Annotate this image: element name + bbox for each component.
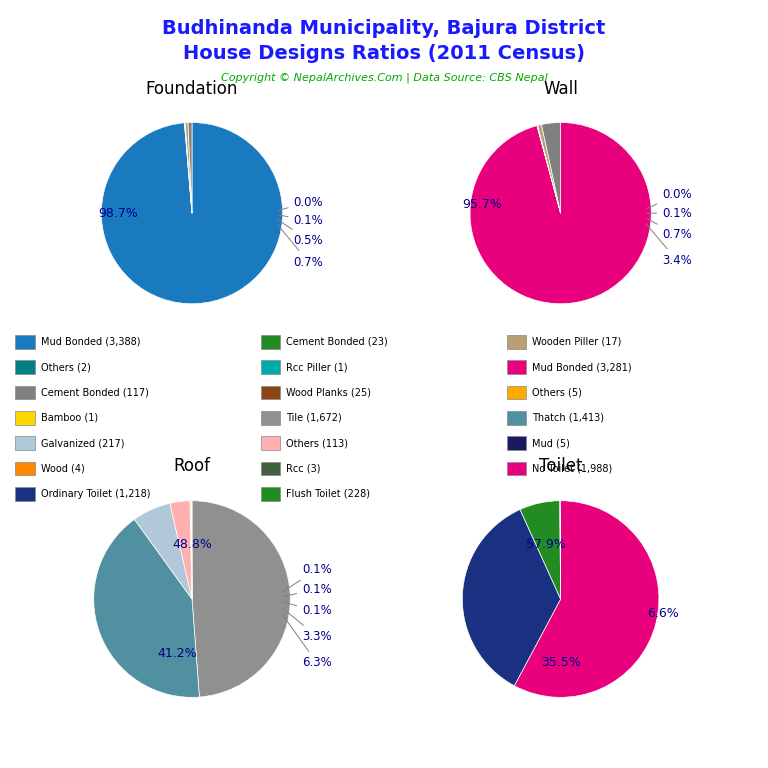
- Wedge shape: [134, 503, 192, 599]
- Text: Flush Toilet (228): Flush Toilet (228): [286, 488, 370, 499]
- Text: 0.1%: 0.1%: [283, 583, 332, 597]
- Wedge shape: [94, 519, 200, 697]
- Wedge shape: [462, 509, 561, 686]
- Wedge shape: [541, 123, 561, 214]
- Wedge shape: [470, 123, 651, 303]
- Wedge shape: [537, 125, 561, 214]
- Wedge shape: [170, 501, 192, 599]
- Text: Wooden Piller (17): Wooden Piller (17): [532, 336, 621, 347]
- Text: Cement Bonded (23): Cement Bonded (23): [286, 336, 388, 347]
- Wedge shape: [184, 123, 192, 214]
- Text: 0.1%: 0.1%: [647, 207, 692, 220]
- Text: 6.6%: 6.6%: [647, 607, 679, 621]
- Wedge shape: [188, 123, 192, 214]
- Title: Roof: Roof: [174, 457, 210, 475]
- Text: Rcc (3): Rcc (3): [286, 463, 321, 474]
- Text: 35.5%: 35.5%: [541, 657, 581, 670]
- Text: 3.4%: 3.4%: [646, 223, 692, 266]
- Wedge shape: [101, 123, 283, 303]
- Text: 0.1%: 0.1%: [283, 563, 332, 591]
- Wedge shape: [192, 501, 290, 697]
- Text: Tile (1,672): Tile (1,672): [286, 412, 343, 423]
- Text: 0.5%: 0.5%: [278, 220, 323, 247]
- Text: 95.7%: 95.7%: [462, 197, 502, 210]
- Text: Thatch (1,413): Thatch (1,413): [532, 412, 604, 423]
- Wedge shape: [190, 501, 192, 599]
- Text: 57.9%: 57.9%: [526, 538, 566, 551]
- Title: Wall: Wall: [543, 81, 578, 98]
- Text: 0.7%: 0.7%: [277, 224, 323, 269]
- Text: 41.2%: 41.2%: [157, 647, 197, 660]
- Title: Foundation: Foundation: [146, 81, 238, 98]
- Title: Toilet: Toilet: [539, 457, 582, 475]
- Text: Copyright © NepalArchives.Com | Data Source: CBS Nepal: Copyright © NepalArchives.Com | Data Sou…: [220, 73, 548, 84]
- Text: 3.3%: 3.3%: [283, 608, 332, 643]
- Text: Bamboo (1): Bamboo (1): [41, 412, 98, 423]
- Text: Ordinary Toilet (1,218): Ordinary Toilet (1,218): [41, 488, 151, 499]
- Text: 98.7%: 98.7%: [98, 207, 137, 220]
- Wedge shape: [538, 124, 561, 214]
- Text: 48.8%: 48.8%: [172, 538, 212, 551]
- Wedge shape: [185, 123, 192, 214]
- Text: Mud (5): Mud (5): [532, 438, 570, 449]
- Text: No Toilet (1,988): No Toilet (1,988): [532, 463, 612, 474]
- Wedge shape: [537, 126, 561, 214]
- Text: Others (5): Others (5): [532, 387, 582, 398]
- Text: 0.1%: 0.1%: [278, 214, 323, 227]
- Text: Cement Bonded (117): Cement Bonded (117): [41, 387, 148, 398]
- Wedge shape: [560, 501, 561, 599]
- Text: Rcc Piller (1): Rcc Piller (1): [286, 362, 348, 372]
- Text: Others (113): Others (113): [286, 438, 349, 449]
- Wedge shape: [515, 501, 659, 697]
- Text: 0.1%: 0.1%: [283, 602, 332, 617]
- Wedge shape: [190, 501, 192, 599]
- Text: Others (2): Others (2): [41, 362, 91, 372]
- Text: 0.0%: 0.0%: [647, 188, 692, 209]
- Wedge shape: [520, 501, 561, 599]
- Text: 0.7%: 0.7%: [647, 218, 692, 241]
- Text: Wood (4): Wood (4): [41, 463, 84, 474]
- Text: Mud Bonded (3,281): Mud Bonded (3,281): [532, 362, 632, 372]
- Text: Wood Planks (25): Wood Planks (25): [286, 387, 372, 398]
- Text: 0.0%: 0.0%: [278, 196, 323, 210]
- Wedge shape: [185, 123, 192, 214]
- Text: Mud Bonded (3,388): Mud Bonded (3,388): [41, 336, 141, 347]
- Text: 6.3%: 6.3%: [282, 614, 332, 670]
- Text: Galvanized (217): Galvanized (217): [41, 438, 124, 449]
- Text: Budhinanda Municipality, Bajura District
House Designs Ratios (2011 Census): Budhinanda Municipality, Bajura District…: [162, 19, 606, 63]
